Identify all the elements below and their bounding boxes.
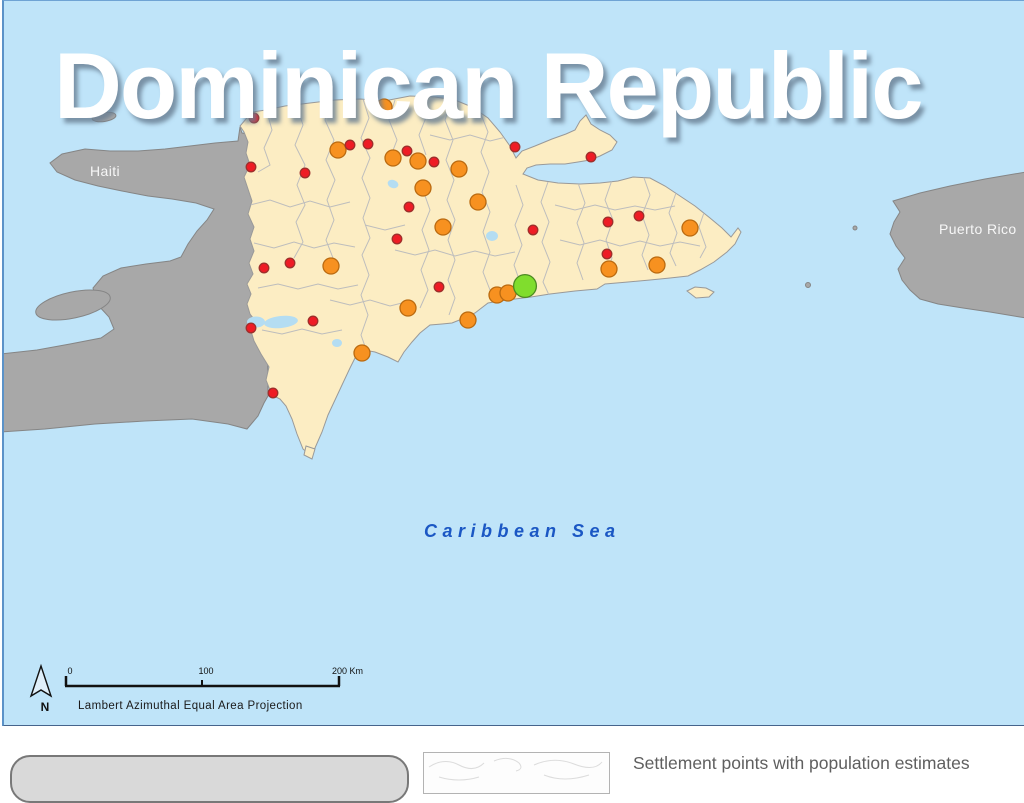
north-label: N — [37, 700, 53, 714]
settlement-dot-red — [510, 142, 520, 152]
settlement-dot-orange — [682, 220, 698, 236]
settlement-dot-red — [602, 249, 612, 259]
projection-label: Lambert Azimuthal Equal Area Projection — [78, 700, 303, 712]
settlement-dot-red — [603, 217, 613, 227]
settlement-dot-red — [268, 388, 278, 398]
map-panel: Dominican Republic Haiti Puerto Rico Car… — [2, 0, 1024, 727]
settlement-dot-orange — [649, 257, 665, 273]
settlement-dot-red — [246, 162, 256, 172]
haiti-label: Haiti — [90, 163, 120, 179]
settlement-dot-orange — [354, 345, 370, 361]
footer-pill-button[interactable] — [10, 755, 409, 803]
settlement-dot-green — [514, 275, 537, 298]
map-thumbnail[interactable] — [423, 752, 610, 794]
settlement-dot-orange — [451, 161, 467, 177]
settlement-dot-red — [259, 263, 269, 273]
settlement-dot-orange — [330, 142, 346, 158]
settlement-dot-orange — [400, 300, 416, 316]
scale-label-200: 200 Km — [332, 666, 372, 676]
dominican-republic-landmass — [240, 96, 741, 455]
settlement-dot-orange — [601, 261, 617, 277]
settlement-dot-red — [363, 139, 373, 149]
beata-island — [304, 446, 315, 459]
footer: Settlement points with population estima… — [0, 726, 1024, 768]
settlement-dot-red — [429, 157, 439, 167]
settlement-dot-orange — [470, 194, 486, 210]
thumbnail-sketch — [424, 753, 607, 791]
north-arrow-icon — [31, 666, 51, 696]
settlement-dot-red — [634, 211, 644, 221]
puerto-rico-label: Puerto Rico — [939, 221, 1017, 237]
islet — [806, 283, 811, 288]
settlement-dot-red — [586, 152, 596, 162]
settlement-dot-orange — [410, 153, 426, 169]
settlement-dot-orange — [460, 312, 476, 328]
puerto-rico-landmass — [806, 172, 1024, 318]
settlement-dot-red — [300, 168, 310, 178]
caribbean-sea-label: Caribbean Sea — [424, 521, 621, 542]
settlement-dot-orange — [415, 180, 431, 196]
settlement-dot-red — [308, 316, 318, 326]
footer-caption: Settlement points with population estima… — [633, 753, 970, 773]
haiti-landmass — [2, 111, 268, 432]
settlement-dot-red — [392, 234, 402, 244]
page-title: Dominican Republic — [54, 39, 922, 133]
settlement-dot-red — [404, 202, 414, 212]
settlement-dot-red — [285, 258, 295, 268]
settlement-dot-red — [402, 146, 412, 156]
settlement-dot-red — [434, 282, 444, 292]
settlement-dot-red — [345, 140, 355, 150]
settlement-dot-orange — [435, 219, 451, 235]
settlement-dot-red — [528, 225, 538, 235]
scale-label-0: 0 — [62, 666, 78, 676]
mona-island — [853, 226, 857, 230]
scale-bar — [65, 676, 340, 686]
settlement-dot-orange — [323, 258, 339, 274]
scale-label-100: 100 — [191, 666, 221, 676]
saona-island — [687, 287, 714, 298]
settlement-dot-red — [246, 323, 256, 333]
gonave-island — [33, 284, 113, 325]
settlement-dot-orange — [385, 150, 401, 166]
